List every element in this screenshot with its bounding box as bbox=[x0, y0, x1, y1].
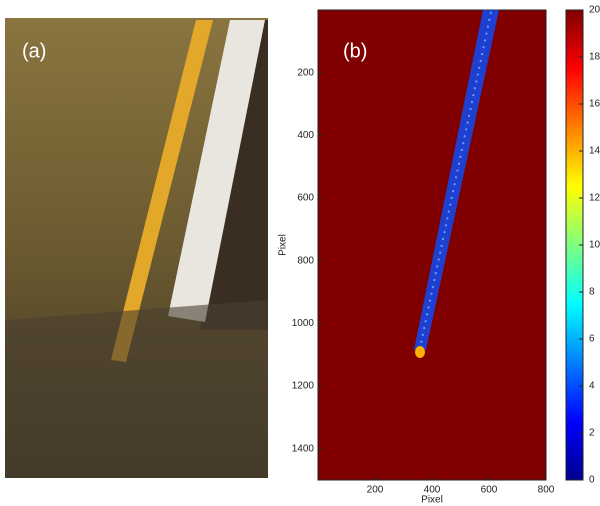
x-tick-label: 600 bbox=[481, 485, 498, 496]
x-tick-label: 200 bbox=[367, 485, 384, 496]
colorbar-tick-label: 16 bbox=[589, 99, 600, 110]
colorbar-tick-label: 20 bbox=[589, 5, 600, 16]
staff-region bbox=[414, 10, 499, 350]
shadow bbox=[5, 300, 268, 478]
colorbar-tick-label: 10 bbox=[589, 240, 600, 251]
y-tick-label: 200 bbox=[297, 67, 314, 78]
colorbar-tick-label: 2 bbox=[589, 428, 595, 439]
heatmap-panel bbox=[317, 9, 584, 481]
y-tick-label: 1000 bbox=[292, 318, 315, 329]
staff-tip bbox=[415, 346, 425, 358]
panel-label: (a) bbox=[22, 40, 46, 62]
gauge-board bbox=[168, 20, 265, 322]
y-tick-label: 600 bbox=[297, 193, 314, 204]
staff-texture bbox=[419, 11, 492, 349]
heatmap-background bbox=[317, 9, 547, 481]
x-tick-label: 400 bbox=[424, 485, 441, 496]
y-tick-label: 1200 bbox=[292, 381, 315, 392]
y-axis-label: Pixel bbox=[278, 234, 289, 256]
colorbar-tick-label: 18 bbox=[589, 52, 600, 63]
measuring-staff bbox=[111, 20, 213, 362]
panel-label: (b) bbox=[343, 40, 367, 62]
x-axis-label: Pixel bbox=[421, 495, 443, 506]
y-tick-label: 1400 bbox=[292, 443, 315, 454]
y-tick-label: 400 bbox=[297, 130, 314, 141]
colorbar-tick-label: 4 bbox=[589, 381, 595, 392]
y-tick-label: 800 bbox=[297, 255, 314, 266]
colorbar-tick-label: 12 bbox=[589, 193, 600, 204]
photo-panel: (a) bbox=[5, 18, 268, 478]
colorbar-tick-label: 8 bbox=[589, 287, 595, 298]
colorbar-tick-label: 0 bbox=[589, 475, 595, 486]
colorbar-tick-label: 14 bbox=[589, 146, 600, 157]
colorbar-tick-label: 6 bbox=[589, 334, 595, 345]
x-tick-label: 800 bbox=[538, 485, 555, 496]
